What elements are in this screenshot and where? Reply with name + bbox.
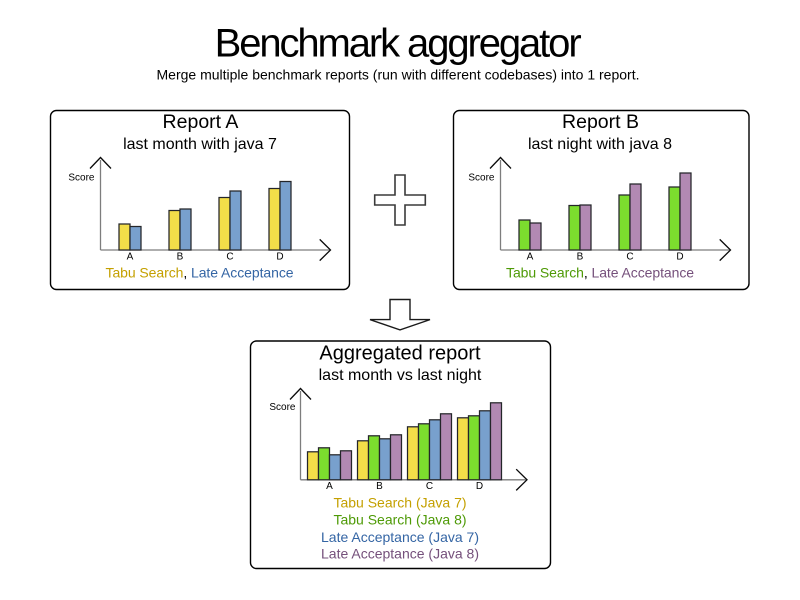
svg-text:Merge multiple benchmark repor: Merge multiple benchmark reports (run wi… <box>157 67 640 83</box>
svg-text:Score: Score <box>68 172 95 183</box>
svg-text:C: C <box>426 481 433 492</box>
svg-text:Score: Score <box>269 402 296 413</box>
svg-text:Aggregated report: Aggregated report <box>319 342 481 364</box>
svg-text:last month vs last night: last month vs last night <box>319 367 482 384</box>
svg-text:D: D <box>276 252 283 263</box>
svg-text:B: B <box>177 252 184 263</box>
svg-text:Late Acceptance (Java 7): Late Acceptance (Java 7) <box>321 529 479 545</box>
svg-text:B: B <box>577 252 584 263</box>
svg-text:Report B: Report B <box>562 111 639 133</box>
svg-text:Report A: Report A <box>163 111 239 133</box>
svg-text:Tabu Search (Java 8): Tabu Search (Java 8) <box>333 511 466 527</box>
svg-text:D: D <box>476 481 483 492</box>
svg-text:Late Acceptance (Java 8): Late Acceptance (Java 8) <box>321 546 479 562</box>
svg-text:Tabu Search, Late Acceptance: Tabu Search, Late Acceptance <box>506 264 694 280</box>
svg-text:Benchmark aggregator: Benchmark aggregator <box>215 22 582 66</box>
svg-text:C: C <box>226 252 233 263</box>
svg-text:last night with java 8: last night with java 8 <box>528 136 672 153</box>
svg-text:B: B <box>376 481 383 492</box>
svg-text:Tabu Search (Java 7): Tabu Search (Java 7) <box>333 494 466 510</box>
svg-text:A: A <box>127 252 134 263</box>
svg-text:C: C <box>626 252 633 263</box>
svg-text:A: A <box>326 481 333 492</box>
svg-text:A: A <box>527 252 534 263</box>
svg-text:Score: Score <box>468 172 495 183</box>
svg-text:Tabu Search, Late Acceptance: Tabu Search, Late Acceptance <box>106 264 294 280</box>
svg-text:D: D <box>676 252 683 263</box>
svg-text:last month with java 7: last month with java 7 <box>123 136 277 153</box>
